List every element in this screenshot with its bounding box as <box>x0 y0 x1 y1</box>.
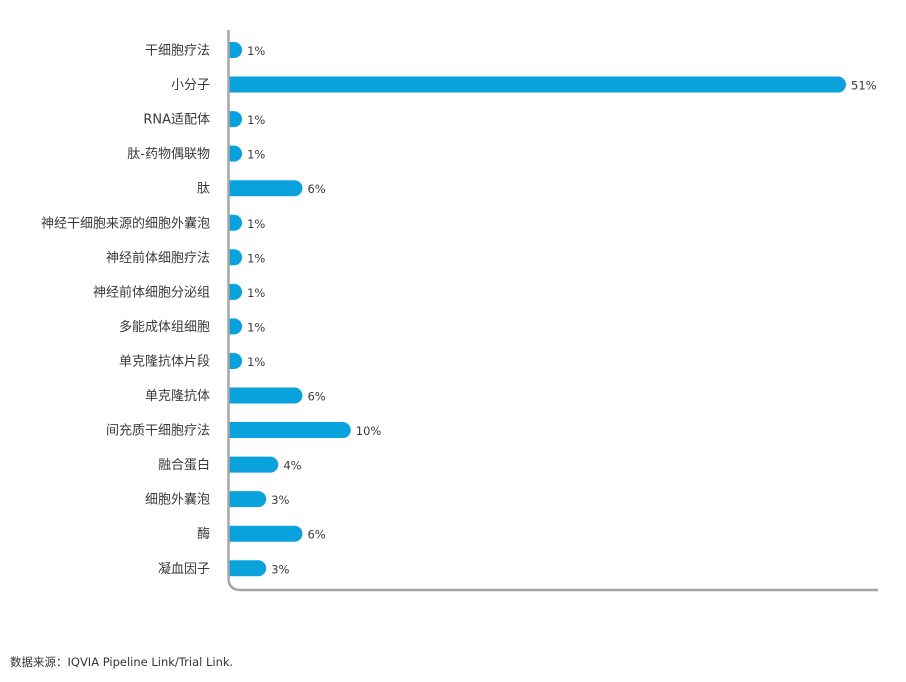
bar <box>222 422 351 439</box>
value-label: 1% <box>247 355 265 369</box>
value-label: 10% <box>356 424 382 438</box>
value-label: 1% <box>247 251 265 265</box>
bar <box>222 456 279 473</box>
value-label: 1% <box>247 320 265 334</box>
category-label: 单克隆抗体 <box>145 389 210 404</box>
chart-axis <box>227 30 878 592</box>
category-label: 干细胞疗法 <box>145 44 210 59</box>
category-label: 多能成体组细胞 <box>119 319 210 335</box>
bar <box>222 180 303 197</box>
value-label: 6% <box>307 390 325 404</box>
category-label: 凝血因子 <box>158 561 210 577</box>
category-label: 酶 <box>197 526 210 542</box>
axis-cover <box>215 30 229 578</box>
category-label: 肽-药物偶联物 <box>127 147 210 162</box>
category-label: 神经干细胞来源的细胞外囊泡 <box>41 215 210 231</box>
value-label: 1% <box>247 44 265 58</box>
category-label: 肽 <box>197 182 210 197</box>
value-label: 1% <box>247 217 265 231</box>
category-label: 小分子 <box>171 78 210 93</box>
bar <box>222 76 846 93</box>
source-note: 数据来源：IQVIA Pipeline Link/Trial Link. <box>10 655 234 669</box>
bar <box>222 560 267 577</box>
value-labels-group: 1% 51% 1% 1% 6% 1% 1% 1% 1% 1% 6% 10% 4% 3% 6% 3% <box>247 44 877 576</box>
category-label: 融合蛋白 <box>158 457 210 473</box>
bar <box>222 525 303 542</box>
bar <box>222 387 303 404</box>
bar <box>222 491 267 508</box>
value-label: 1% <box>247 148 265 162</box>
value-label: 1% <box>247 286 265 300</box>
value-label: 4% <box>283 459 301 473</box>
category-label: RNA适配体 <box>143 113 210 128</box>
value-label: 6% <box>307 182 325 196</box>
category-label: 细胞外囊泡 <box>145 492 210 508</box>
category-label: 神经前体细胞分泌组 <box>93 284 210 300</box>
value-label: 1% <box>247 113 265 127</box>
category-label: 间充质干细胞疗法 <box>106 423 210 439</box>
value-label: 3% <box>271 562 289 576</box>
category-label: 神经前体细胞疗法 <box>106 250 210 266</box>
category-label: 单克隆抗体片段 <box>119 354 210 369</box>
value-label: 51% <box>851 79 877 93</box>
value-label: 6% <box>307 528 325 542</box>
value-label: 3% <box>271 493 289 507</box>
bars-group <box>215 30 846 578</box>
